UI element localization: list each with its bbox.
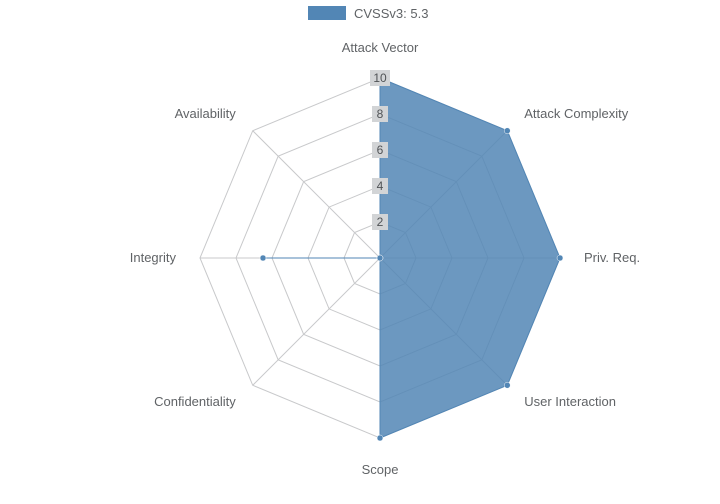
axis-label: User Interaction	[524, 394, 616, 409]
axis-label: Confidentiality	[154, 394, 236, 409]
axis-label: Availability	[175, 106, 237, 121]
tick-label: 6	[377, 143, 384, 157]
series-marker	[557, 255, 563, 261]
tick-label: 2	[377, 215, 384, 229]
axis-label: Attack Vector	[342, 40, 419, 55]
series-marker	[377, 435, 383, 441]
legend-swatch	[308, 6, 346, 20]
series-marker	[260, 255, 266, 261]
tick-label: 4	[377, 179, 384, 193]
series-marker	[377, 255, 383, 261]
axis-label: Integrity	[130, 250, 177, 265]
axis-label: Priv. Req.	[584, 250, 640, 265]
series-marker	[504, 128, 510, 134]
series-marker	[504, 382, 510, 388]
axis-label: Attack Complexity	[524, 106, 629, 121]
axis-label: Scope	[362, 462, 399, 477]
tick-label: 8	[377, 107, 384, 121]
tick-label: 10	[373, 71, 387, 85]
legend-label: CVSSv3: 5.3	[354, 6, 428, 21]
radar-chart: 2 4 6 8 10 Attack Vector Attack Complexity Priv…	[0, 0, 720, 504]
